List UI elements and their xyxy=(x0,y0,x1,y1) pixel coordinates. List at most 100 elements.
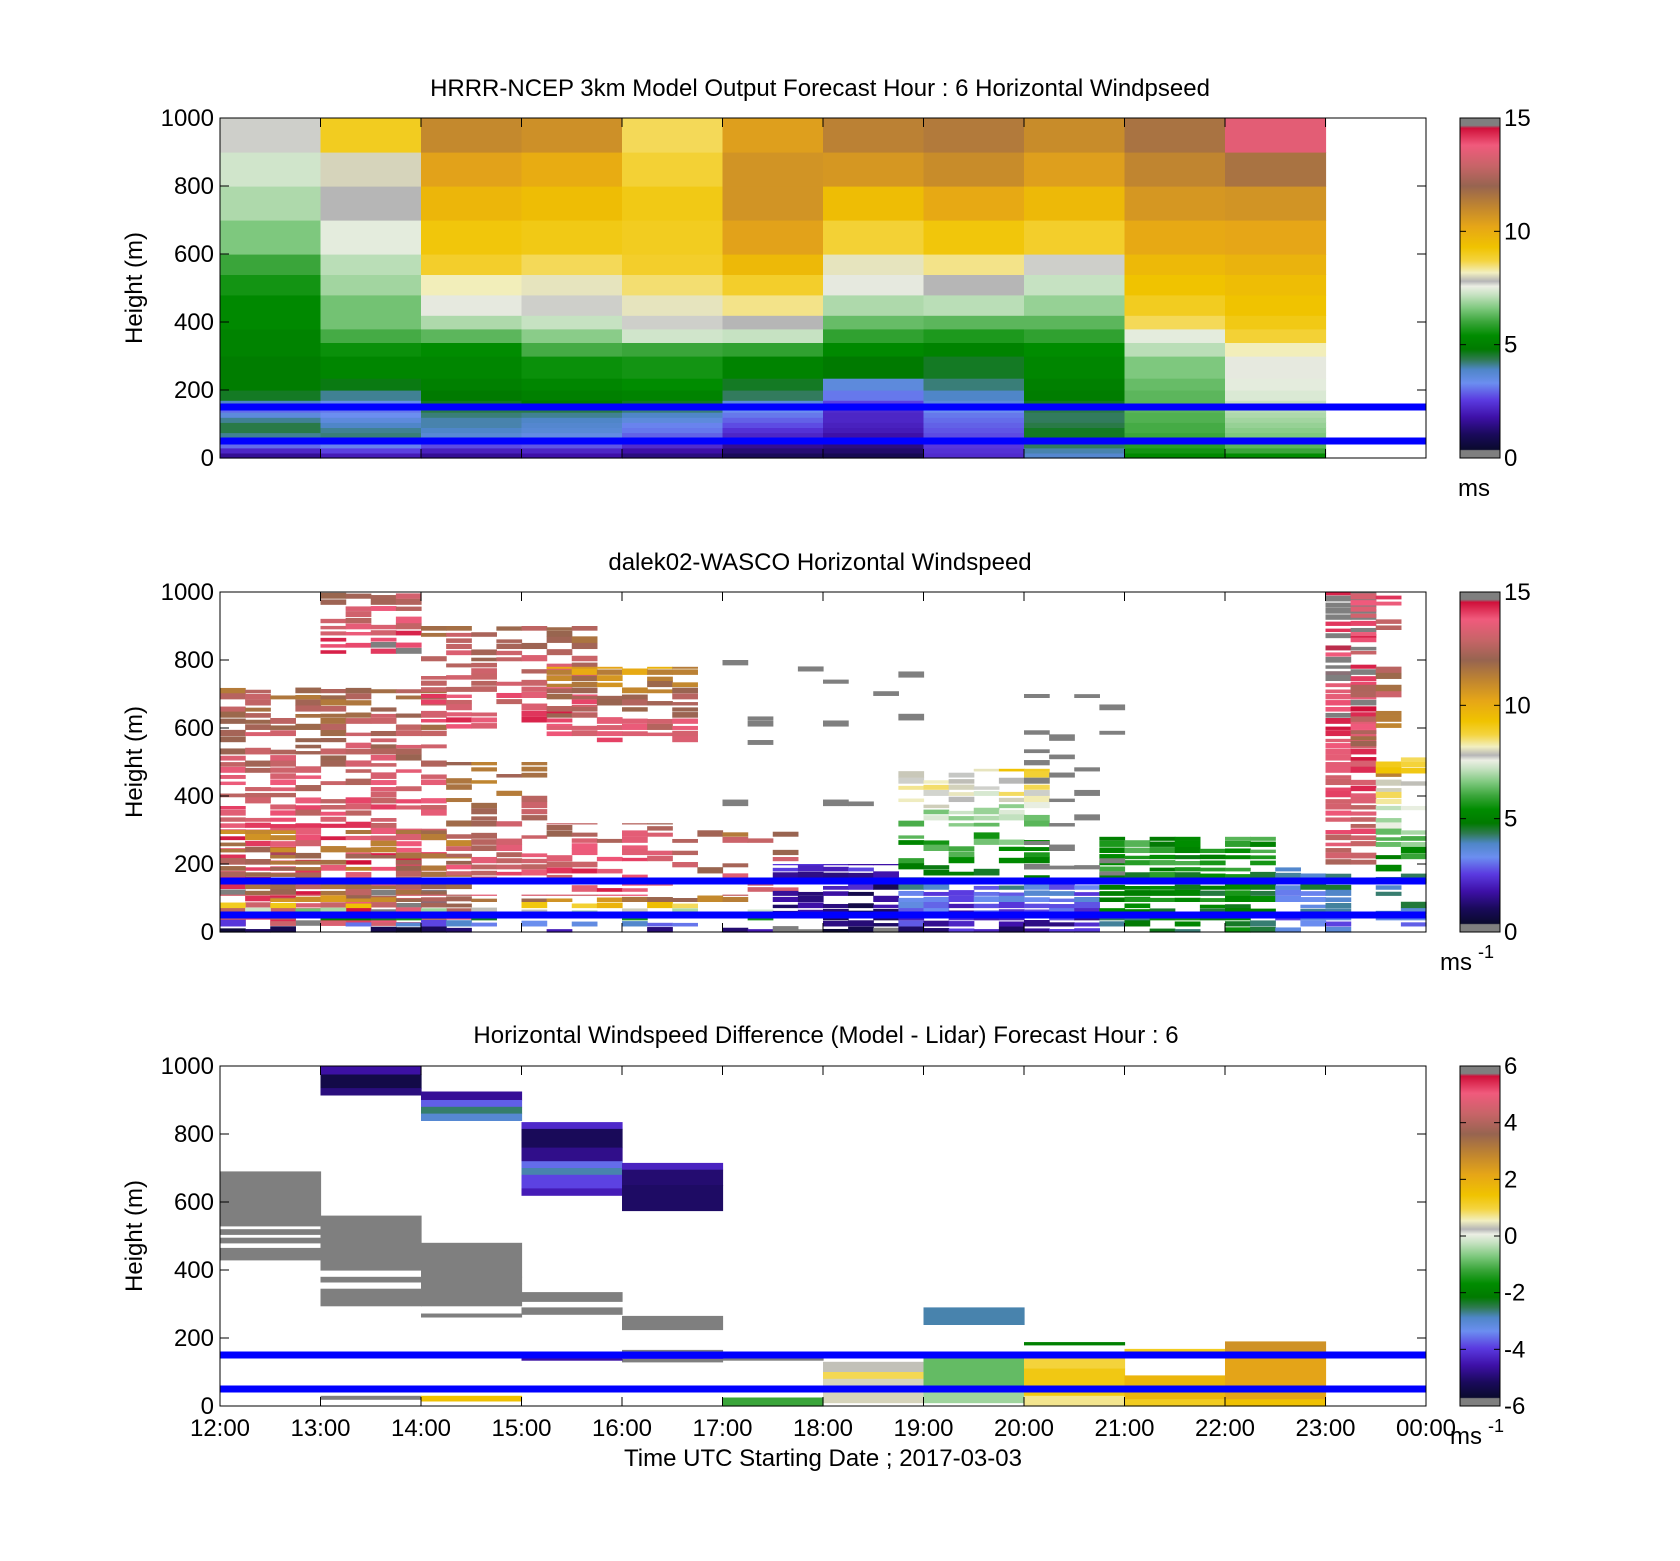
heatmap-cell xyxy=(421,871,447,877)
heatmap-cell xyxy=(1375,864,1402,872)
heatmap-cell xyxy=(722,152,824,187)
heatmap-cell xyxy=(722,417,824,423)
heatmap-cell xyxy=(1199,867,1226,872)
y-tick-label: 400 xyxy=(174,309,214,336)
heatmap-cell xyxy=(1350,606,1377,612)
heatmap-cell xyxy=(1300,908,1327,915)
heatmap-cell xyxy=(270,792,296,798)
heatmap-cell xyxy=(320,695,347,700)
heatmap-cell xyxy=(320,356,422,379)
heatmap-cell xyxy=(571,642,598,650)
y-tick-label: 200 xyxy=(174,1325,214,1352)
heatmap-cell xyxy=(622,908,648,915)
heatmap-cell xyxy=(722,432,824,439)
heatmap-cell xyxy=(1375,818,1402,823)
heatmap-cell xyxy=(1099,730,1126,735)
heatmap-cell xyxy=(370,641,397,648)
heatmap-cell xyxy=(1124,220,1226,255)
heatmap-cell xyxy=(245,846,271,853)
heatmap-cell xyxy=(421,903,447,908)
heatmap-cell xyxy=(1400,781,1427,786)
heatmap-cell xyxy=(1275,885,1301,890)
heatmap-cell xyxy=(1325,897,1352,902)
heatmap-cell xyxy=(923,896,950,902)
heatmap-cell xyxy=(1350,684,1377,692)
heatmap-cell xyxy=(1124,274,1226,296)
heatmap-cell xyxy=(1124,896,1151,902)
heatmap-cell xyxy=(370,624,397,630)
heatmap-cell xyxy=(1250,871,1276,878)
panel-difference-colorbar: -6 -4 -2 0 2 4 6 ms -1 xyxy=(1450,1053,1525,1450)
heatmap-cell xyxy=(1325,738,1352,743)
heatmap-cell xyxy=(622,442,724,449)
heatmap-cell xyxy=(1149,890,1176,896)
heatmap-cell xyxy=(672,898,698,902)
heatmap-cell xyxy=(647,723,673,730)
heatmap-cell xyxy=(823,412,925,418)
heatmap-cell xyxy=(320,328,422,343)
heatmap-cell xyxy=(546,669,573,675)
y-tick-label: 0 xyxy=(201,1393,214,1420)
heatmap-cell xyxy=(521,315,623,330)
heatmap-cell xyxy=(421,865,447,871)
heatmap-cell xyxy=(622,328,724,343)
heatmap-cell xyxy=(395,606,422,611)
heatmap-cell xyxy=(546,713,573,718)
heatmap-cell xyxy=(220,432,322,439)
heatmap-cell xyxy=(220,378,322,391)
heatmap-cell xyxy=(1325,665,1352,669)
heatmap-cell xyxy=(1024,118,1126,153)
heatmap-cell xyxy=(1325,656,1352,663)
heatmap-cell xyxy=(220,919,246,927)
heatmap-cell xyxy=(1049,929,1075,933)
heatmap-cell xyxy=(395,865,422,871)
heatmap-cell xyxy=(421,412,523,418)
heatmap-cell xyxy=(571,668,598,675)
heatmap-cell xyxy=(320,1288,422,1307)
heatmap-cell xyxy=(622,694,648,700)
heatmap-cell xyxy=(923,390,1025,401)
heatmap-cell xyxy=(270,804,296,810)
heatmap-cell xyxy=(722,356,824,379)
heatmap-cell xyxy=(421,1276,523,1285)
heatmap-cell xyxy=(823,220,925,255)
heatmap-cell xyxy=(320,836,347,841)
panel-model-title: HRRR-NCEP 3km Model Output Forecast Hour… xyxy=(430,75,1210,102)
heatmap-cell xyxy=(596,698,623,706)
heatmap-cell xyxy=(270,841,296,847)
heatmap-cell xyxy=(1350,811,1377,816)
heatmap-cell xyxy=(1350,757,1377,761)
heatmap-cell xyxy=(1350,723,1377,730)
heatmap-cell xyxy=(395,754,422,761)
heatmap-cell xyxy=(1375,619,1402,624)
heatmap-cell xyxy=(1300,883,1327,890)
heatmap-cell xyxy=(1074,907,1100,915)
heatmap-cell xyxy=(948,921,975,927)
heatmap-cell xyxy=(496,639,523,643)
heatmap-cell xyxy=(1149,836,1176,841)
heatmap-cell xyxy=(446,712,472,717)
colorbar-unit: ms xyxy=(1450,1423,1482,1450)
heatmap-cell xyxy=(1375,791,1402,798)
heatmap-cell xyxy=(848,920,874,927)
heatmap-cell xyxy=(596,894,623,896)
heatmap-cell xyxy=(395,847,422,853)
heatmap-cell xyxy=(1074,928,1100,933)
heatmap-cell xyxy=(1400,873,1427,878)
x-tick-label: 15:00 xyxy=(491,1415,551,1442)
heatmap-cell xyxy=(1124,328,1226,343)
colorbar-tick-label: 5 xyxy=(1504,332,1517,359)
heatmap-cell xyxy=(1024,795,1050,803)
heatmap-cell xyxy=(622,874,648,880)
heatmap-cell xyxy=(370,707,397,712)
x-tick-label: 00:00 xyxy=(1396,1415,1456,1442)
heatmap-cell xyxy=(898,671,925,678)
heatmap-cell xyxy=(270,824,296,828)
heatmap-cell xyxy=(973,896,1000,902)
heatmap-cell xyxy=(220,781,246,786)
heatmap-cell xyxy=(521,1174,623,1189)
heatmap-cell xyxy=(496,681,523,686)
heatmap-cell xyxy=(1350,706,1377,712)
heatmap-cell xyxy=(220,274,322,296)
heatmap-cell xyxy=(1225,848,1251,854)
